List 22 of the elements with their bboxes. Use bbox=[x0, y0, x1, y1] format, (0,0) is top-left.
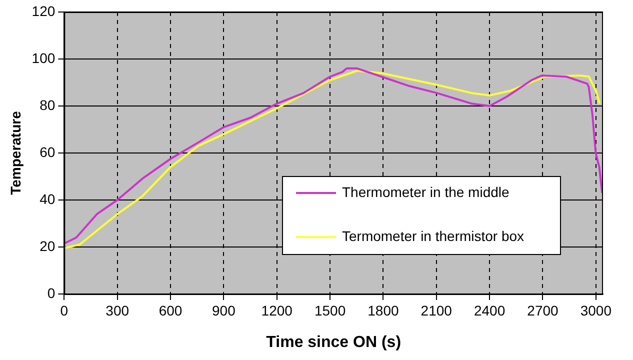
y-tick-label: 60 bbox=[40, 144, 56, 160]
x-tick-label: 2100 bbox=[420, 302, 452, 318]
x-tick-label: 900 bbox=[212, 302, 236, 318]
y-tick-label: 80 bbox=[40, 96, 56, 113]
x-tick-label: 2400 bbox=[474, 302, 506, 318]
x-tick-label: 1800 bbox=[368, 302, 399, 318]
x-tick-label: 300 bbox=[106, 302, 130, 318]
x-tick-label: 0 bbox=[60, 302, 68, 318]
legend-label: Termometer in thermistor box bbox=[342, 228, 524, 244]
x-tick-label: 1500 bbox=[314, 302, 346, 318]
y-tick-label: 100 bbox=[32, 50, 56, 66]
y-axis-title: Temperature bbox=[7, 110, 24, 195]
x-axis-title: Time since ON (s) bbox=[266, 334, 402, 351]
x-tick-label: 1200 bbox=[261, 302, 293, 318]
y-tick-label: 40 bbox=[40, 190, 56, 207]
y-tick-label: 120 bbox=[32, 2, 56, 19]
y-tick-label: 0 bbox=[47, 284, 56, 301]
legend-label: Thermometer in the middle bbox=[342, 184, 510, 200]
x-tick-label: 3000 bbox=[580, 302, 612, 318]
y-tick-label: 20 bbox=[40, 238, 56, 254]
x-tick-label: 600 bbox=[158, 302, 182, 318]
x-tick-label: 2700 bbox=[527, 302, 559, 318]
